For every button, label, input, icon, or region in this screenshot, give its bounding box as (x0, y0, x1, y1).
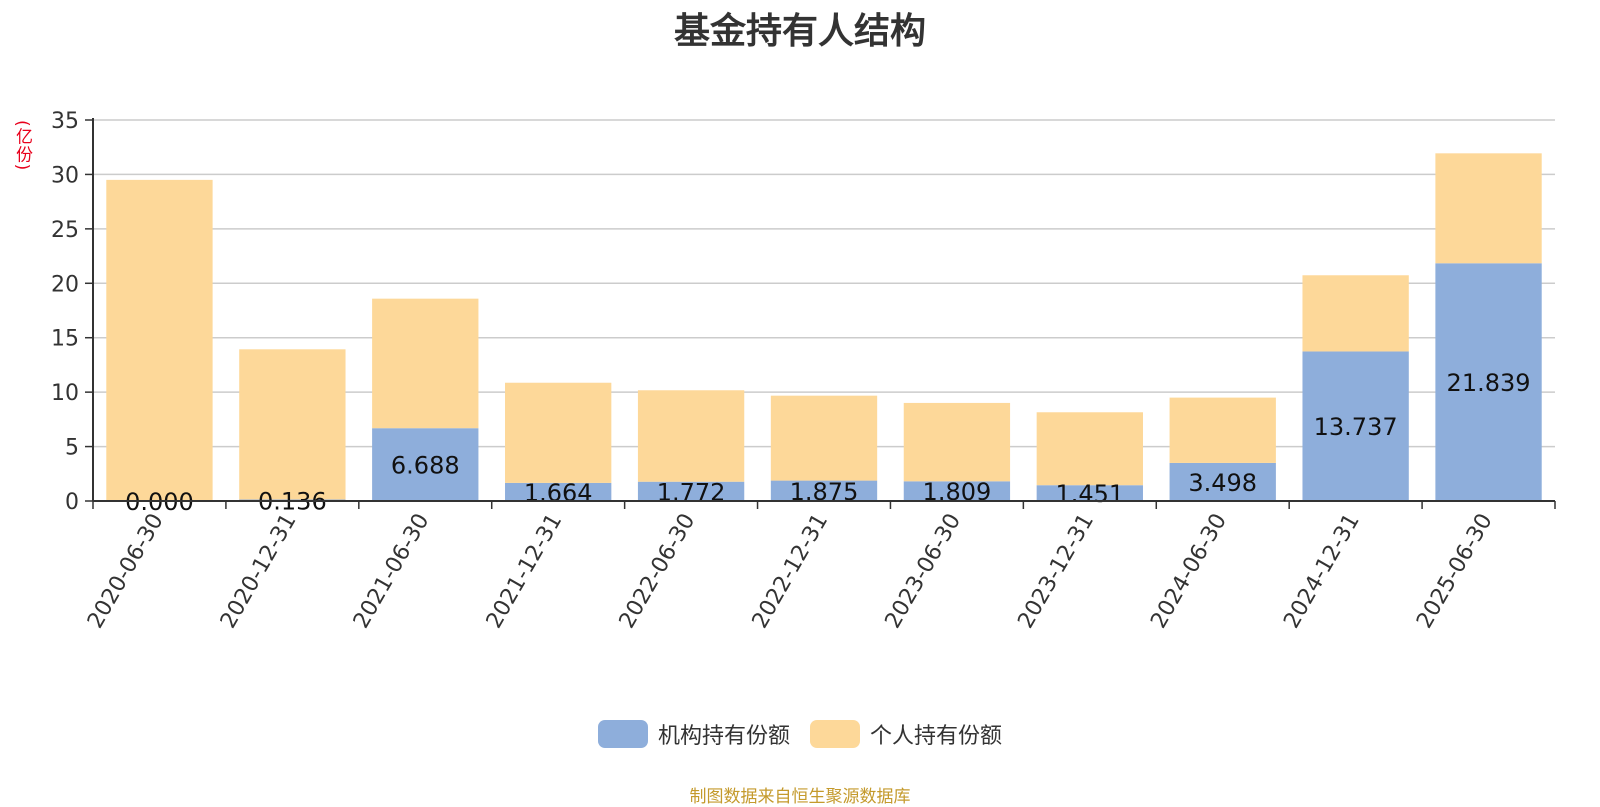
data-label-institutional: 21.839 (1447, 369, 1531, 397)
bar-institutional (637, 481, 745, 501)
y-tick-label: 25 (51, 218, 79, 243)
legend-label-institutional: 机构持有份额 (657, 724, 790, 749)
bar-institutional (1036, 485, 1143, 501)
bar-individual (637, 390, 745, 482)
y-tick-label: 15 (51, 327, 79, 352)
bar-individual (1435, 153, 1542, 264)
x-tick-label: 2024-06-30 (1146, 510, 1232, 633)
x-tick-label: 2022-12-31 (748, 510, 834, 633)
y-tick-label: 5 (65, 436, 79, 461)
bar-institutional (372, 428, 479, 501)
data-label-institutional: 6.688 (391, 452, 460, 480)
x-tick-label: 2021-12-31 (482, 510, 568, 633)
y-tick-label: 20 (51, 272, 79, 297)
data-label-institutional: 13.737 (1314, 413, 1398, 441)
chart-title: 基金持有人结构 (673, 11, 926, 52)
x-tick-label: 2020-06-30 (83, 510, 169, 633)
legend-item-institutional[interactable]: 机构持有份额 (597, 718, 790, 750)
y-tick-label: 30 (51, 163, 79, 188)
bar-institutional (770, 480, 878, 501)
bar-individual (770, 395, 878, 481)
x-tick-label: 2025-06-30 (1412, 510, 1498, 633)
data-label-institutional: 3.498 (1188, 469, 1257, 497)
data-label-institutional: 1.451 (1055, 480, 1124, 508)
bar-institutional (505, 482, 612, 501)
bar-institutional (1169, 462, 1276, 501)
bar-individual (372, 298, 479, 429)
y-tick-label: 35 (51, 109, 79, 134)
bar-institutional (1302, 351, 1409, 501)
data-label-institutional: 1.772 (657, 478, 726, 506)
legend-swatch-individual (810, 720, 860, 748)
legend-label-individual: 个人持有份额 (870, 724, 1003, 749)
legend-swatch-institutional (597, 720, 648, 748)
x-tick-label: 2023-12-31 (1013, 510, 1099, 633)
bar-individual (239, 349, 346, 500)
y-axis-unit-label: (亿份) (12, 120, 32, 172)
bar-individual (505, 382, 612, 483)
x-tick-label: 2022-06-30 (615, 510, 701, 633)
data-label-institutional: 1.664 (524, 479, 593, 507)
x-tick-label: 2024-12-31 (1279, 510, 1365, 633)
bar-institutional (903, 481, 1011, 501)
y-tick-label: 0 (65, 490, 79, 515)
x-tick-label: 2023-06-30 (881, 510, 967, 633)
data-source-footer: 制图数据来自恒生聚源数据库 (689, 787, 911, 807)
bar-institutional (1435, 263, 1542, 501)
bar-individual (1169, 397, 1276, 463)
legend-item-individual[interactable]: 个人持有份额 (810, 718, 1002, 750)
x-tick-label: 2021-06-30 (349, 509, 435, 632)
bar-individual (1036, 412, 1143, 486)
legend: 机构持有份额 个人持有份额 (0, 718, 1600, 750)
bar-individual (903, 402, 1011, 482)
bar-individual (106, 179, 213, 501)
x-tick-label: 2020-12-31 (216, 510, 302, 633)
y-tick-label: 10 (51, 381, 79, 406)
bar-individual (1302, 275, 1409, 352)
